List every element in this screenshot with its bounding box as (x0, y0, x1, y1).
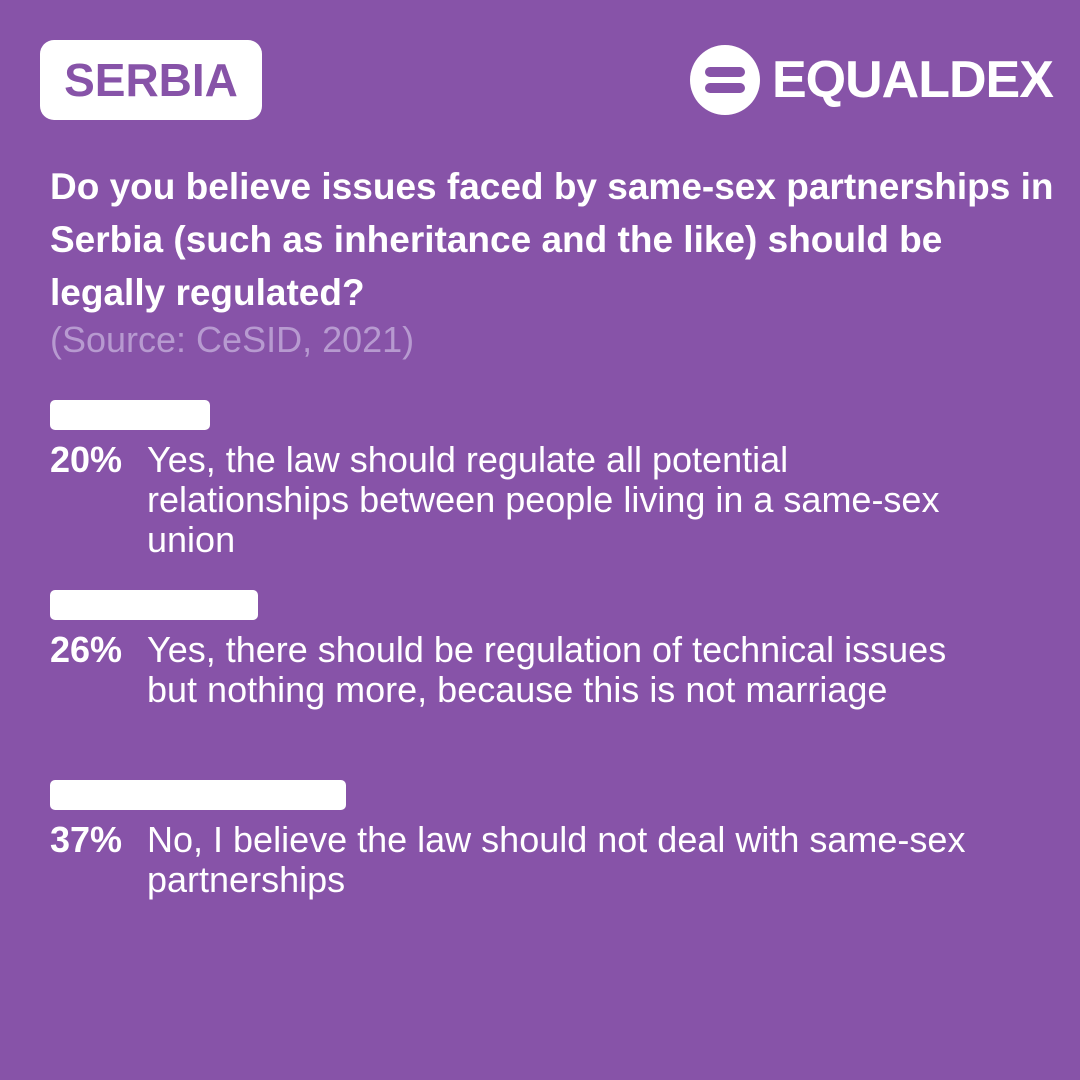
bar (50, 780, 346, 810)
answer-row: 20% Yes, the law should regulate all pote… (50, 440, 1050, 560)
chart-title: Do you believe issues faced by same-sex … (50, 166, 1054, 313)
value-label: 26% (50, 629, 123, 670)
answer-row: 37% No, I believe the law should not deal… (50, 820, 1050, 900)
category-label: No, I believe the law should not deal wi… (147, 819, 966, 900)
category-label: Yes, there should be regulation of techn… (147, 629, 947, 710)
category-label: Yes, the law should regulate all potenti… (147, 439, 940, 560)
answer-item: 20% Yes, the law should regulate all pote… (50, 400, 1050, 560)
bar (50, 590, 258, 620)
brand-name: EQUALDEX (772, 51, 1054, 109)
value-label: 20% (50, 439, 123, 480)
value-label: 37% (50, 819, 123, 860)
bar (50, 400, 210, 430)
country-badge: SERBIA (40, 40, 262, 120)
answer-row: 26% Yes, there should be regulation of te… (50, 630, 1050, 710)
answer-item: 37% No, I believe the law should not deal… (50, 780, 1050, 900)
chart-subtitle: (Source: CeSID, 2021) (50, 319, 415, 360)
answer-item: 26% Yes, there should be regulation of te… (50, 590, 1050, 710)
brand-logo (690, 45, 760, 115)
